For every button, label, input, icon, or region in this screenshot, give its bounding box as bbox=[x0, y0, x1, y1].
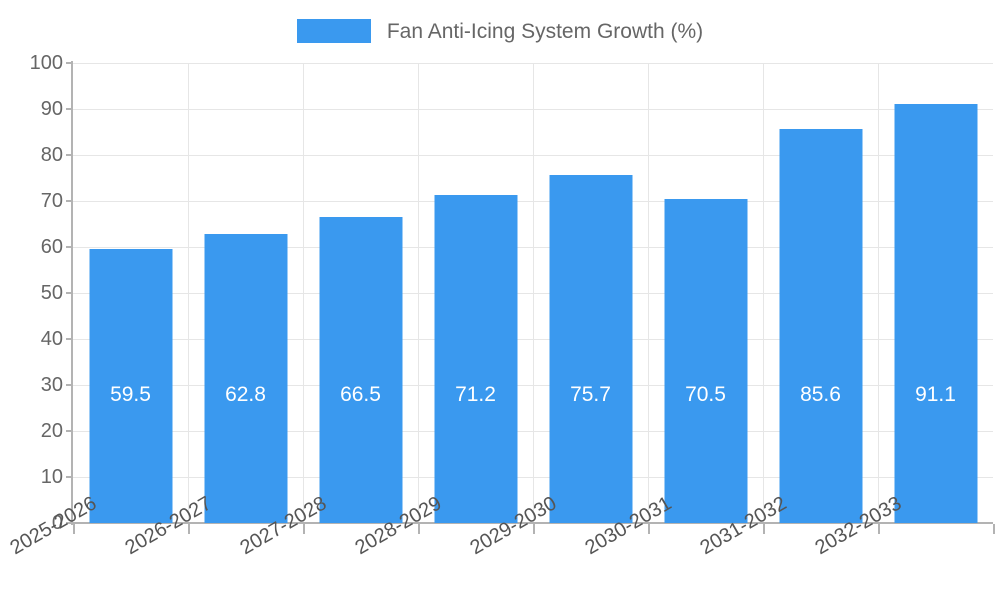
gridline-vertical bbox=[763, 63, 764, 523]
y-axis-tick-label: 100 bbox=[29, 52, 63, 74]
y-axis-tick-label: 10 bbox=[40, 466, 63, 488]
y-axis-tick-label: 70 bbox=[40, 190, 63, 212]
y-axis-tick-mark bbox=[66, 62, 72, 64]
x-axis-tick-mark bbox=[533, 524, 535, 534]
y-axis-ticks: 0 10 20 30 40 50 60 70 80 90 100 bbox=[0, 53, 72, 533]
bar-value-label: 91.1 bbox=[915, 383, 956, 406]
x-axis-tick-mark bbox=[418, 524, 420, 534]
y-axis-tick-mark bbox=[66, 246, 72, 248]
y-axis-tick-mark bbox=[66, 430, 72, 432]
chart-legend: Fan Anti-Icing System Growth (%) bbox=[0, 12, 1000, 50]
bar[interactable] bbox=[664, 198, 747, 523]
y-axis-tick-mark bbox=[66, 200, 72, 202]
plot-area bbox=[73, 63, 993, 524]
gridline-vertical bbox=[418, 63, 419, 523]
legend-label: Fan Anti-Icing System Growth (%) bbox=[386, 19, 704, 43]
legend-item[interactable]: Fan Anti-Icing System Growth (%) bbox=[296, 19, 704, 43]
x-axis-tick-mark bbox=[878, 524, 880, 534]
bar[interactable] bbox=[894, 103, 977, 523]
bar-value-label: 70.5 bbox=[685, 383, 726, 406]
y-axis-tick-label: 0 bbox=[51, 512, 63, 534]
legend-swatch-icon bbox=[296, 19, 371, 43]
y-axis-tick-mark bbox=[66, 384, 72, 386]
bar-value-label: 75.7 bbox=[570, 383, 611, 406]
gridline-vertical bbox=[648, 63, 649, 523]
bar-value-label: 66.5 bbox=[340, 383, 381, 406]
y-axis-tick-label: 60 bbox=[40, 236, 63, 258]
bar-value-label: 62.8 bbox=[225, 383, 266, 406]
bar[interactable] bbox=[549, 174, 632, 523]
bars-layer: 59.5 62.8 66.5 71.2 75.7 70.5 85.6 91.1 bbox=[73, 63, 993, 523]
x-axis-tick-mark bbox=[188, 524, 190, 534]
gridline-vertical bbox=[533, 63, 534, 523]
gridline-vertical bbox=[878, 63, 879, 523]
x-axis-tick-mark bbox=[73, 524, 75, 534]
bar-slot: 70.5 bbox=[648, 63, 763, 523]
x-axis-tick-mark bbox=[993, 524, 995, 534]
bar[interactable] bbox=[319, 217, 402, 523]
y-axis-line bbox=[71, 61, 73, 525]
bar-slot: 91.1 bbox=[878, 63, 993, 523]
bar-value-label: 71.2 bbox=[455, 383, 496, 406]
x-axis-line bbox=[71, 522, 993, 524]
y-axis-tick-mark bbox=[66, 522, 72, 524]
bar-slot: 75.7 bbox=[533, 63, 648, 523]
y-axis-tick-mark bbox=[66, 292, 72, 294]
bar[interactable] bbox=[204, 234, 287, 523]
gridline-vertical bbox=[303, 63, 304, 523]
y-axis-tick-label: 40 bbox=[40, 328, 63, 350]
bar-value-label: 85.6 bbox=[800, 383, 841, 406]
bar-slot: 59.5 bbox=[73, 63, 188, 523]
y-axis-tick-mark bbox=[66, 476, 72, 478]
bar-slot: 62.8 bbox=[188, 63, 303, 523]
x-axis-tick-mark bbox=[303, 524, 305, 534]
y-axis-tick-mark bbox=[66, 108, 72, 110]
y-axis-tick-label: 30 bbox=[40, 374, 63, 396]
x-axis-tick-mark bbox=[763, 524, 765, 534]
bar-slot: 66.5 bbox=[303, 63, 418, 523]
bar-value-label: 59.5 bbox=[110, 383, 151, 406]
y-axis-tick-mark bbox=[66, 154, 72, 156]
y-axis-tick-label: 90 bbox=[40, 98, 63, 120]
x-axis-tick-mark bbox=[648, 524, 650, 534]
gridline-vertical bbox=[188, 63, 189, 523]
bar[interactable] bbox=[779, 129, 862, 523]
bar[interactable] bbox=[434, 195, 517, 523]
bar-slot: 85.6 bbox=[763, 63, 878, 523]
y-axis-tick-label: 50 bbox=[40, 282, 63, 304]
bar-slot: 71.2 bbox=[418, 63, 533, 523]
y-axis-tick-label: 80 bbox=[40, 144, 63, 166]
bar[interactable] bbox=[89, 249, 172, 523]
y-axis-tick-mark bbox=[66, 338, 72, 340]
y-axis-tick-label: 20 bbox=[40, 420, 63, 442]
